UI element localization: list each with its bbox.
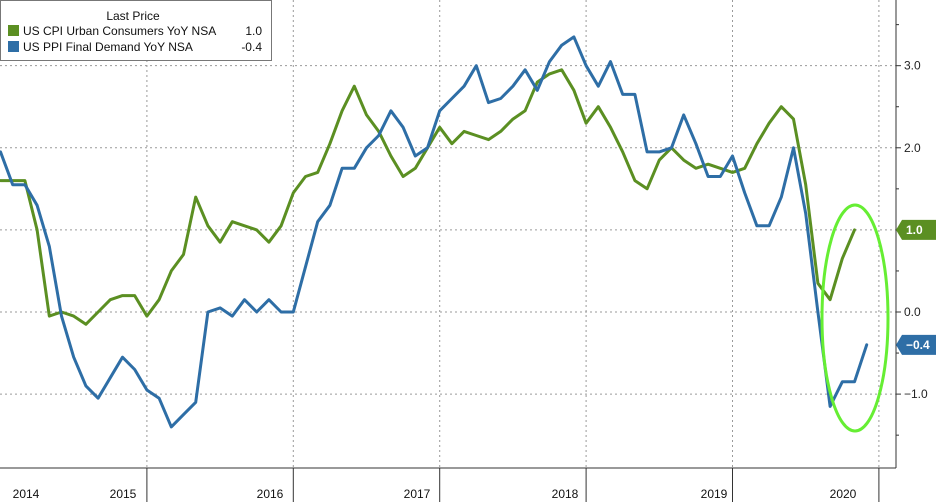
x-tick-label: 2015 [110,487,137,501]
cpi-last-value-tag: 1.0 [896,219,936,240]
x-tick-label: 2020 [830,487,857,501]
legend-box [0,0,272,61]
legend-entry-label: US PPI Final Demand YoY NSA [23,40,193,54]
tag-value-label: 1.0 [906,223,923,237]
legend-swatch [8,41,19,52]
legend-entry-label: US CPI Urban Consumers YoY NSA [23,24,216,38]
legend-entry-value: -0.4 [241,40,262,54]
grid-lines [0,0,896,468]
ppi-last-value-tag: −0.4 [896,334,936,355]
x-tick-label: 2014 [13,487,40,501]
ppi-series-line [0,35,869,429]
tag-value-label: −0.4 [906,338,930,352]
legend-swatch [8,25,19,36]
legend-title: Last Price [106,9,160,23]
x-tick-label: 2019 [701,487,728,501]
highlight-ellipse [820,203,890,433]
y-tick-label: −1.0 [904,387,928,401]
x-tick-label: 2018 [552,487,579,501]
series-lines [0,35,869,429]
y-tick-label: 3.0 [904,59,921,73]
tag-background [896,334,936,355]
tag-background [896,219,936,240]
y-tick-label: 2.0 [904,141,921,155]
last-value-tags: 1.0 −0.4 [896,219,936,355]
legend-entry-value: 1.0 [245,24,262,38]
y-tick-label: 0.0 [904,305,921,319]
x-tick-label: 2017 [404,487,431,501]
annotation-layer [820,203,890,433]
x-tick-label: 2016 [257,487,284,501]
cpi-series-line [0,68,856,326]
